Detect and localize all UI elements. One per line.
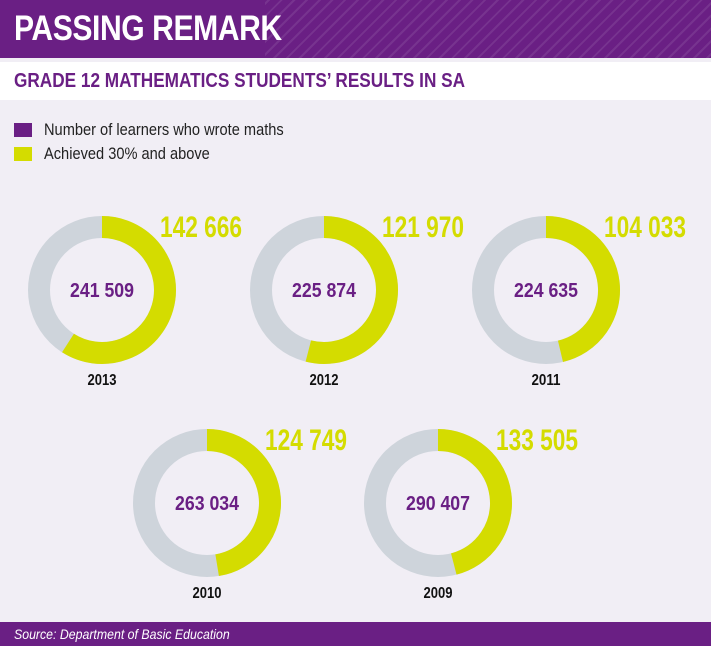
value-passed-2011: 104 033 [604,211,686,244]
value-wrote-2009: 290 407 [406,493,470,515]
source-credit: Source: Department of Basic Education [14,626,230,642]
value-wrote-2012: 225 874 [292,280,357,302]
legend-item-wrote: Number of learners who wrote maths [14,118,323,142]
header-banner: PASSING REMARK [0,0,711,58]
chart-legend: Number of learners who wrote maths Achie… [14,118,323,166]
footer-bar: Source: Department of Basic Education [0,622,711,646]
page-title: PASSING REMARK [14,9,282,48]
value-passed-2013: 142 666 [160,211,242,244]
legend-item-passed: Achieved 30% and above [14,142,323,166]
legend-label-wrote: Number of learners who wrote maths [44,120,284,139]
donut-2009: 290 407 133 505 2009 [364,424,578,602]
donut-passed-arc-2009 [437,429,512,575]
year-label-2013: 2013 [88,372,117,389]
title-box: PASSING REMARK [0,0,282,58]
donut-passed-arc-2013 [62,216,176,364]
chart-subtitle: GRADE 12 MATHEMATICS STUDENTS’ RESULTS I… [14,70,466,92]
value-passed-2010: 124 749 [265,424,347,457]
donut-2010: 263 034 124 749 2010 [133,424,347,602]
value-wrote-2011: 224 635 [514,280,578,302]
legend-label-passed: Achieved 30% and above [44,144,210,163]
donut-2011: 224 635 104 033 2011 [472,211,686,389]
year-label-2010: 2010 [193,585,222,602]
value-passed-2012: 121 970 [382,211,464,244]
year-label-2012: 2012 [310,372,339,389]
donut-passed-arc-2012 [305,216,398,364]
legend-swatch-yellow [14,147,32,161]
donut-charts: 241 509 142 666 2013 225 874 121 970 2012 224 … [28,211,686,602]
donut-2012: 225 874 121 970 2012 [250,211,464,389]
legend-swatch-purple [14,123,32,137]
subtitle-bar: GRADE 12 MATHEMATICS STUDENTS’ RESULTS I… [0,62,711,100]
value-wrote-2013: 241 509 [70,280,134,302]
year-label-2009: 2009 [424,585,453,602]
value-wrote-2010: 263 034 [175,493,240,515]
value-passed-2009: 133 505 [496,424,578,457]
donut-passed-arc-2011 [545,216,621,363]
donut-2013: 241 509 142 666 2013 [28,211,242,389]
donut-passed-arc-2010 [206,429,281,577]
year-label-2011: 2011 [532,372,561,389]
